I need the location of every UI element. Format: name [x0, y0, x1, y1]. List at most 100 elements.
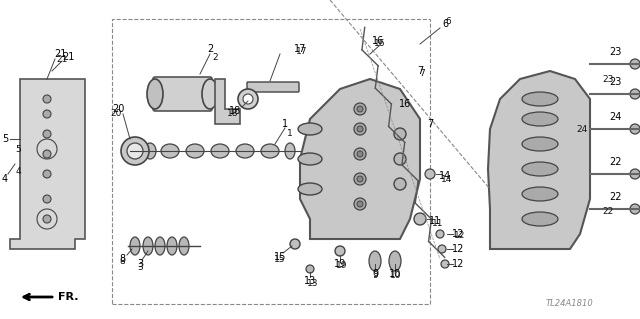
Ellipse shape: [522, 162, 558, 176]
Text: 6: 6: [445, 17, 451, 26]
Text: 7: 7: [427, 119, 433, 129]
Circle shape: [630, 169, 640, 179]
Text: 2: 2: [212, 53, 218, 62]
Ellipse shape: [522, 137, 558, 151]
Circle shape: [394, 153, 406, 165]
Ellipse shape: [161, 144, 179, 158]
Text: 15: 15: [274, 252, 286, 262]
Text: 16: 16: [372, 36, 384, 46]
Text: 10: 10: [390, 271, 402, 280]
Text: 7: 7: [419, 70, 425, 78]
Text: 18: 18: [229, 106, 241, 116]
Text: 13: 13: [307, 278, 319, 287]
Circle shape: [43, 130, 51, 138]
Text: 3: 3: [137, 259, 143, 269]
Text: 22: 22: [609, 192, 621, 202]
Text: 19: 19: [334, 259, 346, 269]
Circle shape: [43, 95, 51, 103]
Ellipse shape: [369, 251, 381, 271]
Text: 23: 23: [602, 75, 614, 84]
Text: 5: 5: [2, 134, 8, 144]
Text: 6: 6: [442, 19, 448, 29]
Circle shape: [630, 124, 640, 134]
Text: 2: 2: [207, 44, 213, 54]
Text: TL24A1810: TL24A1810: [546, 300, 594, 308]
Text: 22: 22: [602, 206, 614, 216]
Ellipse shape: [143, 237, 153, 255]
Text: 14: 14: [442, 174, 452, 183]
Text: 12: 12: [454, 232, 466, 241]
Text: 10: 10: [389, 269, 401, 279]
Text: 4: 4: [15, 167, 21, 175]
Circle shape: [357, 106, 363, 112]
Text: 21: 21: [62, 52, 74, 62]
Text: 24: 24: [577, 124, 588, 133]
Text: 8: 8: [119, 256, 125, 265]
Ellipse shape: [261, 144, 279, 158]
Circle shape: [354, 173, 366, 185]
Ellipse shape: [238, 89, 258, 109]
Ellipse shape: [144, 143, 156, 159]
Ellipse shape: [389, 251, 401, 271]
Circle shape: [414, 213, 426, 225]
Text: 7: 7: [417, 66, 423, 76]
Circle shape: [357, 176, 363, 182]
Ellipse shape: [522, 187, 558, 201]
Text: 8: 8: [119, 254, 125, 264]
FancyBboxPatch shape: [153, 77, 212, 111]
Circle shape: [335, 246, 345, 256]
Ellipse shape: [522, 92, 558, 106]
Polygon shape: [300, 79, 420, 239]
Text: 17: 17: [296, 47, 308, 56]
Polygon shape: [215, 79, 240, 124]
Text: 3: 3: [137, 263, 143, 271]
Circle shape: [121, 137, 149, 165]
Text: 24: 24: [609, 112, 621, 122]
Text: 5: 5: [15, 145, 21, 153]
Circle shape: [354, 103, 366, 115]
Circle shape: [127, 143, 143, 159]
Text: 15: 15: [275, 255, 285, 263]
Text: 19: 19: [336, 262, 348, 271]
Circle shape: [630, 59, 640, 69]
Ellipse shape: [155, 237, 165, 255]
Text: 4: 4: [2, 174, 8, 184]
Ellipse shape: [236, 144, 254, 158]
Polygon shape: [10, 79, 85, 249]
Circle shape: [630, 89, 640, 99]
Text: 13: 13: [304, 276, 316, 286]
Text: 1: 1: [282, 119, 288, 129]
Text: 1: 1: [287, 130, 293, 138]
Circle shape: [438, 245, 446, 253]
Ellipse shape: [522, 212, 558, 226]
Text: 21: 21: [56, 55, 68, 63]
Circle shape: [436, 230, 444, 238]
Circle shape: [43, 110, 51, 118]
Circle shape: [354, 123, 366, 135]
Circle shape: [43, 170, 51, 178]
Ellipse shape: [167, 237, 177, 255]
Ellipse shape: [179, 237, 189, 255]
Text: 14: 14: [439, 171, 451, 181]
Ellipse shape: [298, 153, 322, 165]
Circle shape: [441, 260, 449, 268]
Text: FR.: FR.: [58, 292, 79, 302]
Text: 22: 22: [609, 157, 621, 167]
Circle shape: [354, 148, 366, 160]
Text: 23: 23: [609, 77, 621, 87]
Circle shape: [290, 239, 300, 249]
Circle shape: [43, 150, 51, 158]
Polygon shape: [488, 71, 590, 249]
Text: 11: 11: [429, 216, 441, 226]
Text: 18: 18: [227, 109, 239, 118]
Ellipse shape: [202, 79, 218, 109]
Text: 16: 16: [374, 40, 386, 48]
Text: 23: 23: [609, 47, 621, 57]
Circle shape: [43, 215, 51, 223]
FancyBboxPatch shape: [247, 82, 299, 92]
Ellipse shape: [211, 144, 229, 158]
Ellipse shape: [298, 123, 322, 135]
Circle shape: [357, 201, 363, 207]
Ellipse shape: [147, 79, 163, 109]
Text: 17: 17: [294, 44, 306, 54]
